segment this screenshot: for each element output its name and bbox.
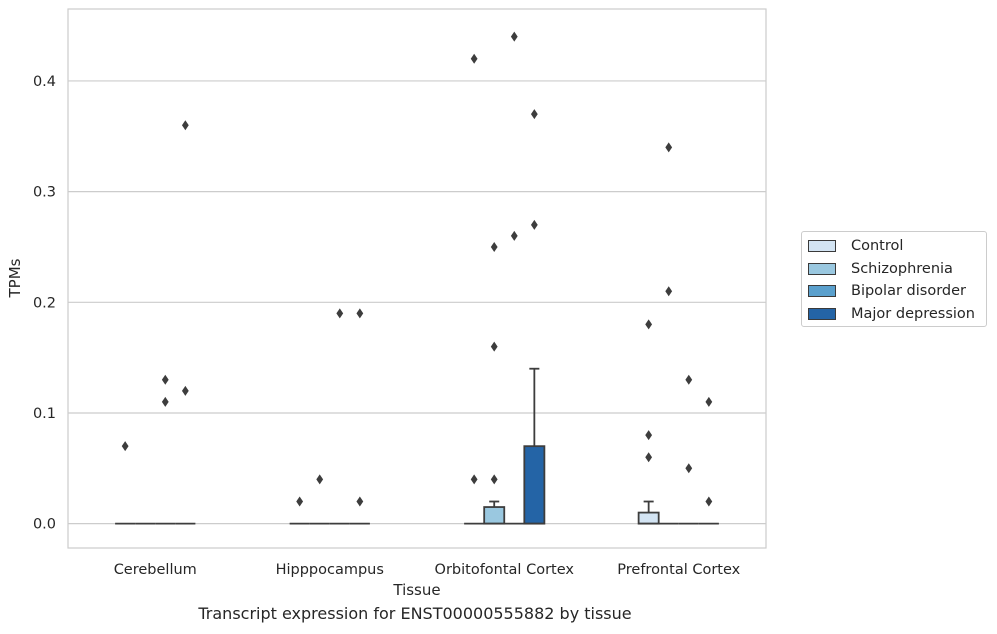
outlier-point [490,241,498,252]
outlier-point [665,286,673,297]
box-0-1 [289,496,310,525]
outlier-point [645,319,653,330]
outlier-point [530,219,538,230]
outlier-point [490,341,498,352]
box-3-2 [523,109,546,525]
outlier-point [645,430,653,441]
box-3-1 [349,308,370,525]
box-3-3 [698,396,719,525]
plot-marks [115,31,719,525]
box-1-2 [483,241,506,525]
y-tick-label: 0.0 [33,517,56,533]
x-tick-label: Prefrontal Cortex [617,562,740,578]
box-0-0 [115,441,136,525]
outlier-point [685,374,693,385]
box-1-3 [658,142,679,525]
outlier-point [296,496,304,507]
outlier-point [510,31,518,42]
outlier-point [470,53,478,64]
legend-item: Major depression [808,303,986,326]
outlier-point [470,474,478,485]
outlier-point [685,463,693,474]
outlier-point [645,452,653,463]
legend-swatch [808,240,836,253]
box-body [523,445,546,525]
box-2-2 [504,31,525,525]
box-0-3 [637,319,660,525]
outlier-point [705,496,713,507]
outlier-point [665,142,673,153]
box-2-1 [329,308,350,525]
plot-frame [67,8,767,549]
outlier-point [530,109,538,120]
x-tick-label: Hipppocampus [276,562,384,578]
outlier-point [490,474,498,485]
legend-item: Schizophrenia [808,258,986,281]
x-tick-label: Orbitofontal Cortex [435,562,575,578]
outlier-point [336,308,344,319]
outlier-point [161,374,169,385]
x-axis-label: Tissue [392,581,440,599]
legend-swatch [808,285,836,298]
legend-label: Major depression [851,305,975,322]
outlier-point [356,496,364,507]
legend-label: Schizophrenia [851,260,953,277]
legend-label: Bipolar disorder [851,283,966,300]
legend-swatch [808,307,836,320]
box-2-3 [678,374,699,525]
y-tick-label: 0.3 [33,185,56,201]
y-tick-label: 0.1 [33,406,56,422]
y-axis-label: TPMs [6,258,24,298]
gridlines [68,80,766,525]
legend-item: Bipolar disorder [808,280,986,303]
outlier-point [316,474,324,485]
outlier-point [121,441,129,452]
outlier-point [705,396,713,407]
box-body [637,511,660,525]
outlier-point [181,385,189,396]
chart-caption: Transcript expression for ENST0000055588… [198,604,632,623]
box-body [483,506,506,525]
outlier-point [161,396,169,407]
y-tick-label: 0.2 [33,295,56,311]
legend-label: Control [851,238,904,255]
outlier-point [510,230,518,241]
y-axis-ticks: 0.0 0.1 0.2 0.3 0.4 [33,74,56,533]
box-1-1 [309,474,330,525]
box-3-0 [175,120,196,525]
outlier-point [356,308,364,319]
legend-swatch [808,262,836,275]
x-axis-ticks: Cerebellum Hipppocampus Orbitofontal Corte… [114,562,741,578]
box-2-0 [155,374,176,525]
legend: Control Schizophrenia Bipolar disorder Majo… [801,231,987,327]
y-tick-label: 0.4 [33,74,56,90]
legend-item: Control [808,235,986,258]
box-0-2 [464,53,485,525]
outlier-point [181,120,189,131]
x-tick-label: Cerebellum [114,562,197,578]
